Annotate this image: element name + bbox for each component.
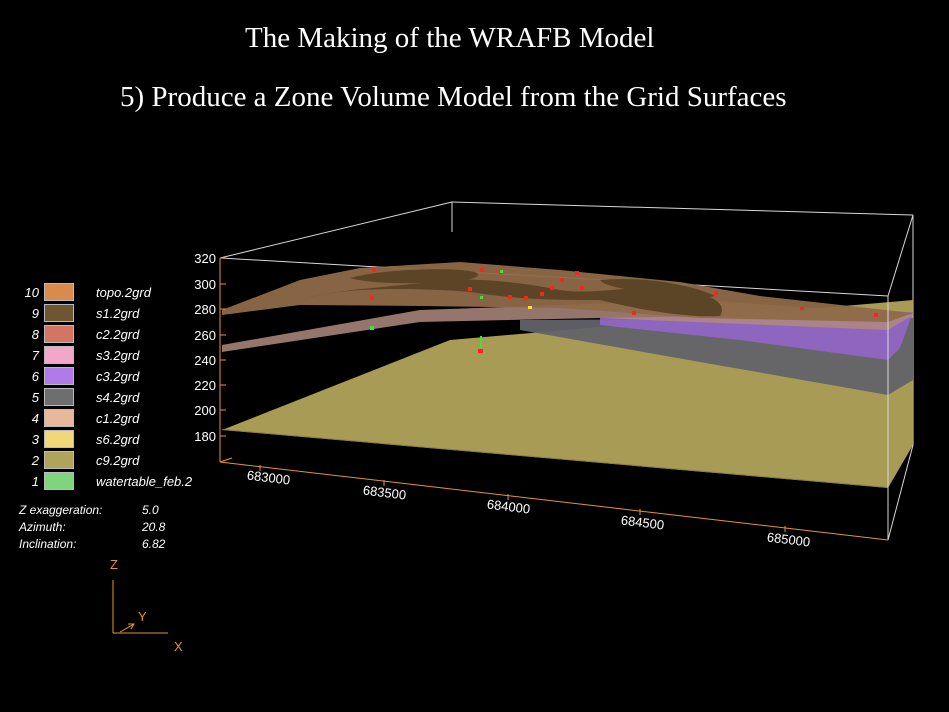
legend-color-swatch	[44, 430, 74, 448]
legend-color-swatch	[44, 346, 74, 364]
z-tick-label: 260	[194, 328, 216, 343]
orientation-indicator: Z Y X	[110, 557, 183, 654]
page-title: The Making of the WRAFB Model	[245, 22, 655, 54]
z-tick-label: 280	[194, 302, 216, 317]
legend-color-swatch	[44, 325, 74, 343]
legend-color-swatch	[44, 367, 74, 385]
azimuth-label: Azimuth:	[19, 520, 66, 534]
legend-item-label: topo.2grd	[96, 285, 151, 300]
zone-legend: 10 topo.2grd 9 s1.2grd 8 c2.2grd 7 s3.2grd 6 c3.2…	[0, 282, 220, 492]
azimuth-row: Azimuth: 20.8	[19, 520, 219, 537]
z-tick-label: 320	[194, 251, 216, 266]
legend-item-label: c1.2grd	[96, 411, 140, 426]
x-tick-label: 683000	[246, 467, 291, 487]
legend-color-swatch	[44, 304, 74, 322]
legend-item: 2 c9.2grd	[0, 450, 220, 471]
legend-item: 7 s3.2grd	[0, 345, 220, 366]
z-axis-letter: Z	[110, 557, 118, 572]
z-tick-label: 180	[194, 429, 216, 444]
x-tick-label: 684500	[620, 512, 665, 532]
z-tick-label: 240	[194, 353, 216, 368]
x-tick-label: 685000	[766, 529, 811, 549]
legend-item-label: s1.2grd	[96, 306, 140, 321]
x-tick-label: 684000	[486, 496, 531, 516]
z-axis	[219, 257, 226, 462]
legend-item-label: s6.2grd	[96, 432, 140, 447]
legend-color-swatch	[44, 283, 74, 301]
x-axis	[219, 457, 889, 541]
legend-item: 8 c2.2grd	[0, 324, 220, 345]
legend-item-number: 10	[24, 285, 39, 300]
legend-item-number: 5	[31, 390, 39, 405]
well-marker-yellow	[528, 306, 532, 309]
x-axis-tick-labels: 683000 683500 684000 684500 685000	[246, 467, 811, 549]
legend-item-number: 7	[31, 348, 39, 363]
x-axis-letter: X	[174, 639, 183, 654]
legend-color-swatch	[44, 388, 74, 406]
legend-item: 9 s1.2grd	[0, 303, 220, 324]
inclination-value: 6.82	[142, 537, 166, 551]
legend-item-number: 9	[31, 306, 39, 321]
azimuth-value: 20.8	[142, 520, 166, 534]
legend-item: 5 s4.2grd	[0, 387, 220, 408]
z-tick-label: 200	[194, 403, 216, 418]
z-tick-label: 300	[194, 277, 216, 292]
legend-item-label: c2.2grd	[96, 327, 140, 342]
z-tick-label: 220	[194, 378, 216, 393]
slide-subtitle: 5) Produce a Zone Volume Model from the …	[120, 81, 787, 113]
x-tick-label: 683500	[362, 482, 407, 502]
zone-surface-c9-front	[222, 429, 888, 488]
legend-item: 1 watertable_feb.2	[0, 471, 220, 492]
view-parameters: Z exaggeration: 5.0 Azimuth: 20.8 Inclin…	[19, 503, 219, 554]
legend-item: 4 c1.2grd	[0, 408, 220, 429]
bounding-box-front	[887, 296, 914, 541]
legend-item-label: c3.2grd	[96, 369, 140, 384]
legend-item: 3 s6.2grd	[0, 429, 220, 450]
watertable-markers	[370, 270, 503, 348]
legend-color-swatch	[44, 409, 74, 427]
z-exaggeration-row: Z exaggeration: 5.0	[19, 503, 219, 520]
legend-color-swatch	[44, 451, 74, 469]
well-markers	[370, 268, 878, 353]
y-axis-letter: Y	[138, 609, 147, 624]
z-exaggeration-value: 5.0	[142, 503, 159, 517]
z-exaggeration-label: Z exaggeration:	[19, 503, 103, 517]
legend-item-label: s4.2grd	[96, 390, 140, 405]
legend-item-number: 2	[31, 453, 39, 468]
legend-item: 6 c3.2grd	[0, 366, 220, 387]
legend-color-swatch	[44, 472, 74, 490]
zone-surface-s1	[300, 269, 722, 317]
inclination-label: Inclination:	[19, 537, 77, 551]
legend-item-label: c9.2grd	[96, 453, 140, 468]
legend-item-label: s3.2grd	[96, 348, 140, 363]
legend-item-number: 8	[31, 327, 39, 342]
z-axis-tick-labels: 320 300 280 260 240 220 200 180	[194, 251, 216, 444]
legend-item-number: 1	[31, 474, 39, 489]
legend-item-label: watertable_feb.2	[96, 474, 193, 489]
legend-item-number: 3	[31, 432, 39, 447]
legend-item: 10 topo.2grd	[0, 282, 220, 303]
legend-item-number: 4	[31, 411, 39, 426]
inclination-row: Inclination: 6.82	[19, 537, 219, 554]
legend-item-number: 6	[31, 369, 39, 384]
